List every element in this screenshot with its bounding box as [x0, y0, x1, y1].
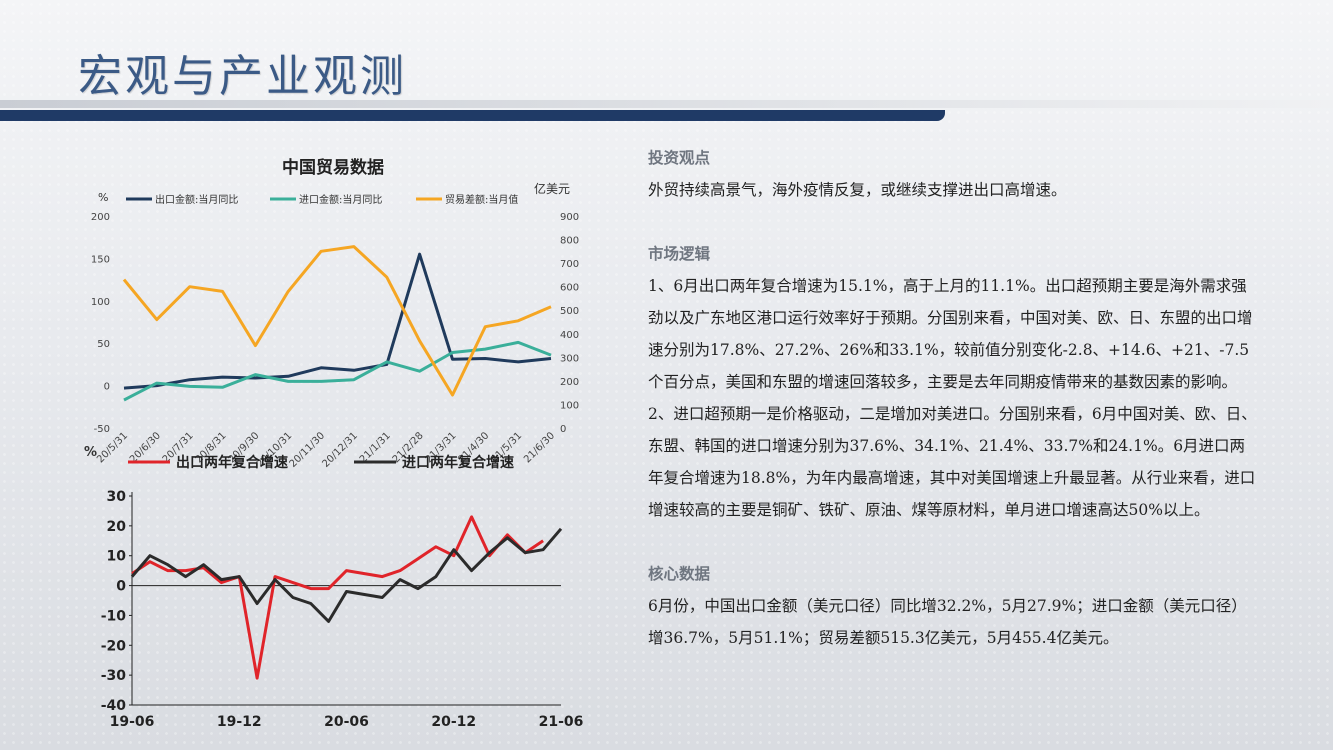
y-tick-label: 20: [107, 519, 127, 535]
x-tick-label: 21/1/31: [358, 430, 393, 465]
x-tick-label: 21-06: [539, 714, 584, 730]
y-tick-label: -10: [101, 608, 127, 624]
y-tick-label: 30: [107, 489, 127, 505]
chart-title: 中国贸易数据: [282, 157, 384, 178]
view-text: 外贸持续高景气，海外疫情反复，或继续支撑进出口高增速。: [648, 181, 1067, 199]
core-text: 6月份，中国出口金额（美元口径）同比增32.2%，5月27.9%；进口金额（美元…: [648, 597, 1247, 647]
x-tick-label: 20/6/30: [128, 430, 163, 465]
right-tick-label: 500: [560, 306, 579, 317]
page-title: 宏观与产业观测: [78, 51, 407, 102]
right-tick-label: 200: [560, 377, 579, 388]
right-tick-label: 300: [560, 353, 579, 364]
y-tick-label: -30: [101, 668, 127, 684]
x-tick-label: 20/12/31: [321, 430, 361, 470]
series-line-2: [130, 527, 563, 623]
right-tick-label: 100: [560, 400, 579, 411]
left-tick-label: 200: [91, 212, 110, 223]
x-tick-label: 19-06: [110, 714, 155, 730]
right-tick-label: 700: [560, 259, 579, 270]
logic-heading: 市场逻辑: [648, 245, 711, 263]
x-tick-label: 20/5/31: [95, 430, 130, 465]
y-tick-label: 0: [116, 579, 126, 595]
right-axis-unit: 亿美元: [534, 181, 570, 196]
legend-label-1: 出口两年复合增速: [176, 454, 288, 471]
left-tick-label: -50: [94, 424, 110, 435]
series-line-1: [131, 515, 544, 680]
right-tick-label: 800: [560, 236, 579, 247]
y-tick-label: -20: [101, 638, 127, 654]
header-light-band: [0, 100, 1333, 108]
series-line-1: [123, 252, 552, 390]
x-tick-label: 20-06: [324, 714, 369, 730]
left-tick-label: 100: [91, 297, 110, 308]
series-line-3: [122, 245, 552, 397]
logic-paragraph-1: 1、6月出口两年复合增速为15.1%，高于上月的11.1%。出口超预期主要是海外…: [648, 277, 1253, 391]
x-tick-label: 20-12: [431, 714, 476, 730]
right-tick-label: 400: [560, 330, 579, 341]
right-tick-label: 0: [560, 424, 566, 435]
left-tick-label: 0: [104, 382, 110, 393]
legend-label-2: 进口两年复合增速: [402, 454, 514, 471]
legend-label-1: 出口金额:当月同比: [155, 193, 238, 206]
left-tick-label: 50: [97, 339, 110, 350]
growth-rate-chart: % 出口两年复合增速 进口两年复合增速 30 20 10 0 -10 -20 -30 -4019-0…: [84, 445, 583, 730]
left-tick-label: 150: [91, 254, 110, 265]
left-axis-unit: %: [98, 191, 108, 204]
legend-label-2: 进口金额:当月同比: [299, 193, 382, 206]
legend-label-3: 贸易差额:当月值: [445, 193, 518, 206]
x-tick-label: 21/6/30: [522, 430, 557, 465]
y-tick-label: -40: [101, 698, 127, 714]
x-tick-label: 19-12: [217, 714, 262, 730]
y-tick-label: 10: [107, 549, 127, 565]
analysis-panel: 投资观点 外贸持续高景气，海外疫情反复，或继续支撑进出口高增速。 市场逻辑 1、…: [648, 142, 1260, 654]
core-heading: 核心数据: [648, 565, 711, 583]
logic-paragraph-2: 2、进口超预期一是价格驱动，二是增加对美进口。分国别来看，6月中国对美、欧、日、…: [648, 405, 1257, 519]
right-tick-label: 900: [560, 212, 579, 223]
y-axis-unit: %: [84, 445, 97, 460]
right-tick-label: 600: [560, 283, 579, 294]
view-heading: 投资观点: [648, 149, 711, 167]
header-bar: [0, 110, 945, 121]
series-line-2: [123, 340, 552, 402]
